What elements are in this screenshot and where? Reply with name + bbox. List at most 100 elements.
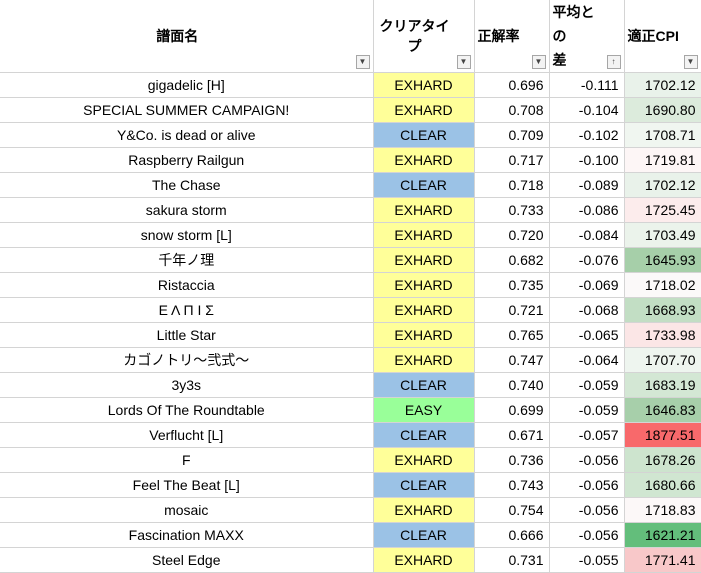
cell-song-name[interactable]: Verflucht [L]: [0, 422, 374, 448]
cell-cpi[interactable]: 1718.02: [624, 272, 701, 298]
cell-cpi[interactable]: 1668.93: [624, 297, 701, 323]
cell-clear-type[interactable]: EXHARD: [373, 297, 475, 323]
cell-song-name[interactable]: 千年ノ理: [0, 247, 374, 273]
cell-avg-diff[interactable]: -0.104: [549, 97, 625, 123]
cell-clear-type[interactable]: CLEAR: [373, 522, 475, 548]
cell-song-name[interactable]: カゴノトリ～弐式～: [0, 347, 374, 373]
cell-clear-type[interactable]: CLEAR: [373, 372, 475, 398]
cell-clear-type[interactable]: EXHARD: [373, 147, 475, 173]
cell-accuracy[interactable]: 0.740: [474, 372, 550, 398]
cell-clear-type[interactable]: EXHARD: [373, 322, 475, 348]
cell-clear-type[interactable]: EXHARD: [373, 547, 475, 573]
cell-cpi[interactable]: 1702.12: [624, 172, 701, 198]
cell-accuracy[interactable]: 0.747: [474, 347, 550, 373]
cell-song-name[interactable]: mosaic: [0, 497, 374, 523]
cell-accuracy[interactable]: 0.735: [474, 272, 550, 298]
cell-clear-type[interactable]: EXHARD: [373, 272, 475, 298]
cell-clear-type[interactable]: EXHARD: [373, 222, 475, 248]
column-header-name[interactable]: 譜面名 ▼: [0, 0, 374, 73]
cell-avg-diff[interactable]: -0.059: [549, 397, 625, 423]
cell-avg-diff[interactable]: -0.084: [549, 222, 625, 248]
filter-dropdown-icon[interactable]: ▼: [456, 55, 471, 69]
cell-accuracy[interactable]: 0.733: [474, 197, 550, 223]
cell-cpi[interactable]: 1690.80: [624, 97, 701, 123]
cell-accuracy[interactable]: 0.671: [474, 422, 550, 448]
cell-accuracy[interactable]: 0.720: [474, 222, 550, 248]
cell-accuracy[interactable]: 0.709: [474, 122, 550, 148]
cell-song-name[interactable]: gigadelic [H]: [0, 72, 374, 98]
cell-cpi[interactable]: 1683.19: [624, 372, 701, 398]
cell-avg-diff[interactable]: -0.076: [549, 247, 625, 273]
sort-ascending-filter-icon[interactable]: ↑: [606, 55, 621, 69]
cell-accuracy[interactable]: 0.743: [474, 472, 550, 498]
cell-cpi[interactable]: 1771.41: [624, 547, 701, 573]
cell-clear-type[interactable]: CLEAR: [373, 472, 475, 498]
cell-cpi[interactable]: 1733.98: [624, 322, 701, 348]
cell-avg-diff[interactable]: -0.056: [549, 447, 625, 473]
column-header-clear-type[interactable]: クリアタイプ ▼: [373, 0, 475, 73]
cell-song-name[interactable]: snow storm [L]: [0, 222, 374, 248]
cell-clear-type[interactable]: EXHARD: [373, 197, 475, 223]
cell-avg-diff[interactable]: -0.089: [549, 172, 625, 198]
cell-song-name[interactable]: Feel The Beat [L]: [0, 472, 374, 498]
cell-accuracy[interactable]: 0.717: [474, 147, 550, 173]
cell-accuracy[interactable]: 0.731: [474, 547, 550, 573]
cell-cpi[interactable]: 1621.21: [624, 522, 701, 548]
cell-song-name[interactable]: F: [0, 447, 374, 473]
cell-clear-type[interactable]: EXHARD: [373, 72, 475, 98]
column-header-cpi[interactable]: 適正CPI ▼: [624, 0, 701, 73]
cell-avg-diff[interactable]: -0.059: [549, 372, 625, 398]
cell-accuracy[interactable]: 0.708: [474, 97, 550, 123]
cell-avg-diff[interactable]: -0.102: [549, 122, 625, 148]
column-header-avg-diff[interactable]: 平均との差 ↑: [549, 0, 625, 73]
filter-dropdown-icon[interactable]: ▼: [683, 55, 698, 69]
cell-avg-diff[interactable]: -0.057: [549, 422, 625, 448]
cell-cpi[interactable]: 1708.71: [624, 122, 701, 148]
cell-accuracy[interactable]: 0.736: [474, 447, 550, 473]
cell-song-name[interactable]: Ε Λ Π Ι Σ: [0, 297, 374, 323]
cell-cpi[interactable]: 1725.45: [624, 197, 701, 223]
filter-dropdown-icon[interactable]: ▼: [531, 55, 546, 69]
cell-avg-diff[interactable]: -0.056: [549, 497, 625, 523]
cell-song-name[interactable]: Raspberry Railgun: [0, 147, 374, 173]
cell-cpi[interactable]: 1702.12: [624, 72, 701, 98]
cell-clear-type[interactable]: EXHARD: [373, 97, 475, 123]
cell-avg-diff[interactable]: -0.055: [549, 547, 625, 573]
cell-song-name[interactable]: Steel Edge: [0, 547, 374, 573]
cell-avg-diff[interactable]: -0.069: [549, 272, 625, 298]
filter-dropdown-icon[interactable]: ▼: [355, 55, 370, 69]
cell-avg-diff[interactable]: -0.056: [549, 472, 625, 498]
cell-cpi[interactable]: 1703.49: [624, 222, 701, 248]
cell-song-name[interactable]: The Chase: [0, 172, 374, 198]
cell-avg-diff[interactable]: -0.086: [549, 197, 625, 223]
cell-clear-type[interactable]: EXHARD: [373, 347, 475, 373]
cell-cpi[interactable]: 1646.83: [624, 397, 701, 423]
cell-avg-diff[interactable]: -0.064: [549, 347, 625, 373]
column-header-accuracy[interactable]: 正解率 ▼: [474, 0, 550, 73]
cell-clear-type[interactable]: CLEAR: [373, 122, 475, 148]
cell-accuracy[interactable]: 0.718: [474, 172, 550, 198]
cell-accuracy[interactable]: 0.765: [474, 322, 550, 348]
cell-song-name[interactable]: Fascination MAXX: [0, 522, 374, 548]
cell-accuracy[interactable]: 0.721: [474, 297, 550, 323]
cell-clear-type[interactable]: EXHARD: [373, 247, 475, 273]
cell-clear-type[interactable]: EXHARD: [373, 497, 475, 523]
cell-clear-type[interactable]: CLEAR: [373, 422, 475, 448]
cell-accuracy[interactable]: 0.754: [474, 497, 550, 523]
cell-song-name[interactable]: 3y3s: [0, 372, 374, 398]
cell-cpi[interactable]: 1719.81: [624, 147, 701, 173]
cell-cpi[interactable]: 1877.51: [624, 422, 701, 448]
cell-cpi[interactable]: 1645.93: [624, 247, 701, 273]
cell-clear-type[interactable]: EXHARD: [373, 447, 475, 473]
cell-song-name[interactable]: Lords Of The Roundtable: [0, 397, 374, 423]
cell-avg-diff[interactable]: -0.068: [549, 297, 625, 323]
cell-song-name[interactable]: SPECIAL SUMMER CAMPAIGN!: [0, 97, 374, 123]
cell-avg-diff[interactable]: -0.065: [549, 322, 625, 348]
cell-cpi[interactable]: 1678.26: [624, 447, 701, 473]
cell-accuracy[interactable]: 0.699: [474, 397, 550, 423]
cell-clear-type[interactable]: CLEAR: [373, 172, 475, 198]
cell-cpi[interactable]: 1707.70: [624, 347, 701, 373]
cell-song-name[interactable]: Y&Co. is dead or alive: [0, 122, 374, 148]
cell-avg-diff[interactable]: -0.056: [549, 522, 625, 548]
cell-accuracy[interactable]: 0.696: [474, 72, 550, 98]
